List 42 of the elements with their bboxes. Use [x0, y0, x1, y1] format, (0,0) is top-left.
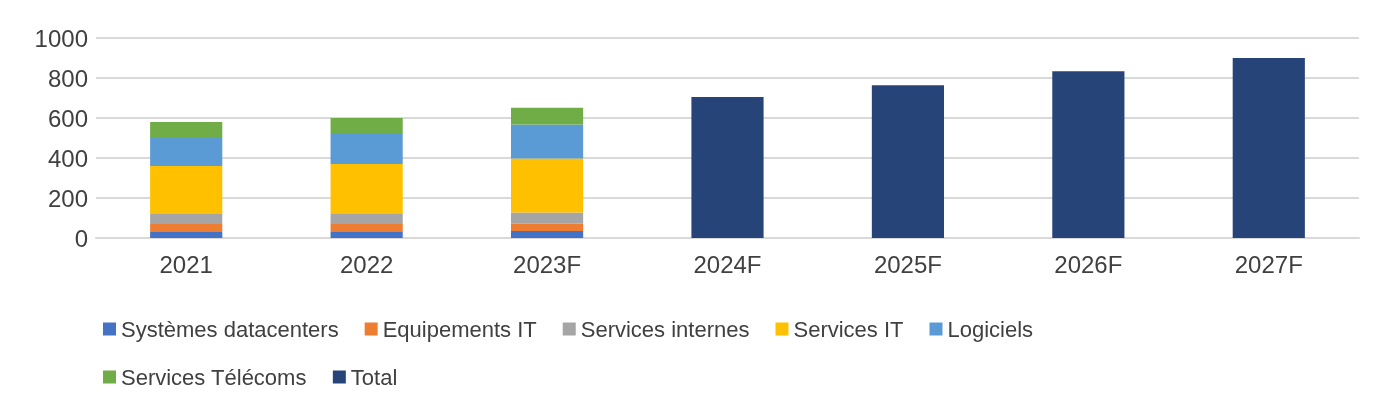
legend-label: Services Télécoms	[121, 364, 307, 390]
bar	[510, 158, 584, 213]
bar	[150, 232, 223, 238]
bar	[330, 134, 403, 164]
bar	[150, 214, 223, 224]
bar	[150, 224, 223, 232]
legend-label: Systèmes datacenters	[121, 316, 339, 342]
bar	[330, 232, 403, 238]
y-tick-label: 1000	[34, 24, 88, 52]
y-tick-label: 800	[47, 64, 88, 92]
bar	[330, 164, 403, 214]
bar	[510, 212, 584, 224]
x-tick-label: 2021	[159, 250, 213, 278]
bar	[510, 124, 584, 159]
x-tick-label: 2023F	[513, 250, 582, 278]
bar	[1232, 58, 1305, 238]
x-tick-label: 2026F	[1054, 250, 1123, 278]
y-tick-label: 400	[47, 144, 88, 172]
bar	[510, 231, 584, 238]
legend-label: Logiciels	[947, 316, 1034, 342]
legend-label: Total	[350, 364, 398, 390]
x-tick-label: 2027F	[1234, 250, 1303, 278]
bar	[150, 166, 223, 214]
bar	[1052, 71, 1125, 238]
legend-label: Services IT	[793, 316, 904, 342]
bar	[150, 138, 223, 166]
legend-label: Equipements IT	[382, 316, 537, 342]
bar	[510, 107, 584, 125]
bar	[330, 224, 403, 232]
x-tick-label: 2022	[339, 250, 394, 278]
bar	[871, 85, 945, 238]
x-tick-label: 2024F	[693, 250, 762, 278]
bar	[691, 97, 764, 238]
y-tick-label: 0	[74, 224, 88, 252]
bar	[330, 118, 403, 134]
y-tick-label: 200	[47, 184, 88, 212]
bar	[150, 122, 223, 138]
bar	[330, 214, 403, 224]
legend-label: Services internes	[580, 316, 750, 342]
y-tick-label: 600	[47, 104, 88, 132]
x-tick-label: 2025F	[873, 250, 942, 278]
bar	[510, 223, 584, 231]
